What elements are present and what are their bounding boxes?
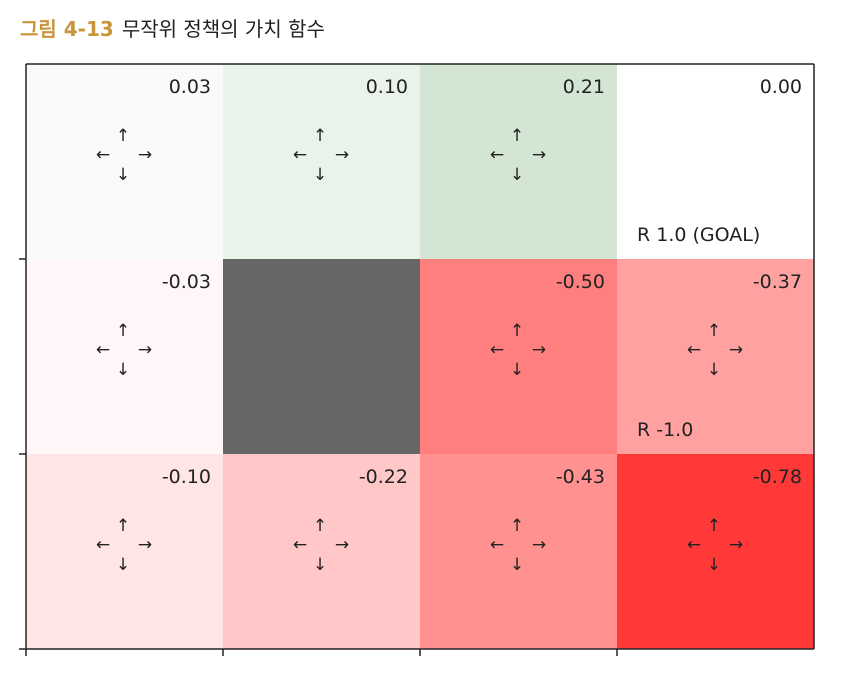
arrow-down-icon: ↓ [707, 555, 721, 575]
value-label: -0.78 [753, 466, 802, 488]
arrow-down-icon: ↓ [510, 165, 524, 185]
arrow-up-icon: ↑ [510, 516, 524, 536]
arrow-right-icon: → [335, 145, 349, 165]
arrow-right-icon: → [138, 340, 152, 360]
arrow-down-icon: ↓ [116, 555, 130, 575]
arrow-left-icon: ← [490, 340, 504, 360]
arrow-left-icon: ← [293, 145, 307, 165]
arrow-up-icon: ↑ [313, 126, 327, 146]
value-label: 0.10 [366, 76, 408, 98]
arrow-up-icon: ↑ [116, 321, 130, 341]
wall-cell-r1-c1 [223, 259, 420, 454]
value-label: -0.43 [556, 466, 605, 488]
value-label: -0.10 [162, 466, 211, 488]
cell-r1-c3 [617, 259, 814, 454]
arrow-down-icon: ↓ [313, 165, 327, 185]
cell-r2-c0 [26, 454, 223, 649]
value-label: 0.00 [760, 76, 802, 98]
arrow-down-icon: ↓ [313, 555, 327, 575]
value-label: 0.21 [563, 76, 605, 98]
arrow-up-icon: ↑ [313, 516, 327, 536]
arrow-right-icon: → [138, 535, 152, 555]
arrow-right-icon: → [532, 535, 546, 555]
arrow-left-icon: ← [490, 535, 504, 555]
arrow-right-icon: → [532, 340, 546, 360]
arrow-up-icon: ↑ [116, 516, 130, 536]
reward-label: R -1.0 [637, 419, 693, 441]
arrow-right-icon: → [335, 535, 349, 555]
value-label: -0.50 [556, 271, 605, 293]
arrow-left-icon: ← [687, 535, 701, 555]
reward-label: R 1.0 (GOAL) [637, 224, 760, 246]
value-label: -0.37 [753, 271, 802, 293]
arrow-right-icon: → [138, 145, 152, 165]
cell-r0-c1 [223, 64, 420, 259]
arrow-down-icon: ↓ [116, 360, 130, 380]
cell-r0-c2 [420, 64, 617, 259]
figure-number: 그림 4-13 [20, 17, 114, 41]
arrow-left-icon: ← [293, 535, 307, 555]
arrow-left-icon: ← [687, 340, 701, 360]
arrow-up-icon: ↑ [116, 126, 130, 146]
value-label: 0.03 [169, 76, 211, 98]
cell-r2-c2 [420, 454, 617, 649]
arrow-down-icon: ↓ [707, 360, 721, 380]
arrow-down-icon: ↓ [510, 360, 524, 380]
value-label: -0.22 [359, 466, 408, 488]
arrow-down-icon: ↓ [510, 555, 524, 575]
arrow-left-icon: ← [96, 340, 110, 360]
arrow-left-icon: ← [96, 145, 110, 165]
arrow-right-icon: → [729, 340, 743, 360]
arrow-down-icon: ↓ [116, 165, 130, 185]
arrow-up-icon: ↑ [707, 321, 721, 341]
value-label: -0.03 [162, 271, 211, 293]
arrow-left-icon: ← [96, 535, 110, 555]
cell-r2-c3 [617, 454, 814, 649]
arrow-up-icon: ↑ [707, 516, 721, 536]
arrow-right-icon: → [532, 145, 546, 165]
figure-title: 무작위 정책의 가치 함수 [121, 17, 325, 41]
arrow-up-icon: ↑ [510, 126, 524, 146]
arrow-up-icon: ↑ [510, 321, 524, 341]
arrow-left-icon: ← [490, 145, 504, 165]
arrow-right-icon: → [729, 535, 743, 555]
cell-r1-c2 [420, 259, 617, 454]
figure-caption: 그림 4-13 무작위 정책의 가치 함수 [20, 14, 325, 44]
cell-r2-c1 [223, 454, 420, 649]
